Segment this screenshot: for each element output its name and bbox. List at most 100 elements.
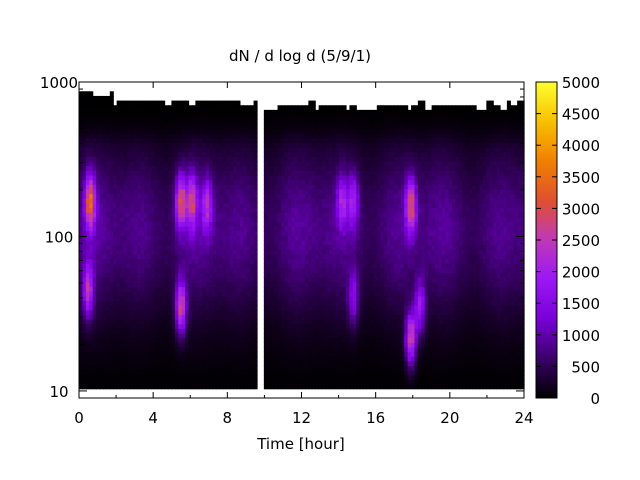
heatmap-cell xyxy=(79,253,84,260)
heatmap-cell xyxy=(267,319,272,325)
heatmap-cell xyxy=(315,114,320,120)
heatmap-cell xyxy=(280,202,285,209)
heatmap-cell xyxy=(144,356,149,362)
heatmap-cell xyxy=(154,109,159,116)
heatmap-cell xyxy=(243,277,248,283)
heatmap-cell xyxy=(157,188,162,195)
heatmap-cell xyxy=(150,365,155,371)
heatmap-cell xyxy=(79,244,84,250)
heatmap-cell xyxy=(236,100,241,106)
heatmap-cell xyxy=(250,346,255,353)
heatmap-cell xyxy=(342,300,347,306)
heatmap-cell xyxy=(137,133,142,139)
heatmap-cell xyxy=(96,109,101,116)
heatmap-cell xyxy=(85,342,90,348)
heatmap-cell xyxy=(106,360,111,367)
heatmap-cell xyxy=(137,309,142,315)
heatmap-cell xyxy=(222,105,227,111)
heatmap-cell xyxy=(311,165,316,171)
heatmap-cell xyxy=(226,184,231,190)
heatmap-cell xyxy=(219,346,224,353)
heatmap-cell xyxy=(79,207,84,213)
heatmap-cell xyxy=(277,277,282,283)
heatmap-cell xyxy=(229,267,234,274)
heatmap-cell xyxy=(99,156,104,162)
heatmap-cell xyxy=(349,258,354,264)
heatmap-cell xyxy=(318,170,323,176)
heatmap-cell xyxy=(123,360,128,367)
heatmap-cell xyxy=(109,328,114,334)
heatmap-cell xyxy=(301,309,306,315)
heatmap-cell xyxy=(126,332,131,339)
heatmap-cell xyxy=(246,332,251,339)
heatmap-cell xyxy=(243,249,248,255)
heatmap-cell xyxy=(209,286,214,292)
heatmap-cell xyxy=(250,198,255,204)
heatmap-cell xyxy=(356,351,361,357)
heatmap-cell xyxy=(79,100,84,106)
heatmap-cell xyxy=(157,212,162,218)
heatmap-cell xyxy=(133,365,138,371)
heatmap-cell xyxy=(137,305,142,311)
heatmap-cell xyxy=(126,244,131,250)
heatmap-cell xyxy=(335,267,340,274)
heatmap-cell xyxy=(205,105,210,111)
heatmap-cell xyxy=(92,193,97,199)
heatmap-cell xyxy=(178,147,183,153)
heatmap-cell xyxy=(274,286,279,292)
heatmap-cell xyxy=(79,337,84,343)
heatmap-cell xyxy=(298,384,303,390)
heatmap-cell xyxy=(202,356,207,362)
heatmap-cell xyxy=(205,346,210,353)
heatmap-cell xyxy=(280,212,285,218)
heatmap-cell xyxy=(106,193,111,199)
heatmap-cell xyxy=(99,114,104,120)
heatmap-cell xyxy=(277,295,282,302)
heatmap-cell xyxy=(294,295,299,302)
heatmap-cell xyxy=(322,351,327,357)
heatmap-cell xyxy=(287,216,292,223)
heatmap-cell xyxy=(301,267,306,274)
heatmap-cell xyxy=(92,332,97,339)
heatmap-cell xyxy=(185,258,190,264)
heatmap-cell xyxy=(236,346,241,353)
heatmap-cell xyxy=(120,291,125,297)
heatmap-cell xyxy=(349,174,354,181)
heatmap-cell xyxy=(99,142,104,148)
heatmap-cell xyxy=(123,263,128,269)
heatmap-cell xyxy=(270,128,275,134)
heatmap-cell xyxy=(267,300,272,306)
heatmap-cell xyxy=(195,253,200,260)
heatmap-cell xyxy=(233,230,238,236)
heatmap-cell xyxy=(120,198,125,204)
heatmap-cell xyxy=(188,272,193,278)
heatmap-cell xyxy=(318,305,323,311)
heatmap-cell xyxy=(287,337,292,343)
heatmap-cell xyxy=(359,342,364,348)
heatmap-cell xyxy=(99,342,104,348)
heatmap-cell xyxy=(144,370,149,376)
heatmap-cell xyxy=(287,249,292,255)
heatmap-cell xyxy=(222,212,227,218)
heatmap-cell xyxy=(168,295,173,302)
heatmap-cell xyxy=(79,323,84,329)
heatmap-cell xyxy=(181,230,186,236)
heatmap-cell xyxy=(185,384,190,390)
heatmap-cell xyxy=(359,309,364,315)
heatmap-cell xyxy=(263,258,268,264)
heatmap-cell xyxy=(318,202,323,209)
heatmap-cell xyxy=(332,360,337,367)
heatmap-cell xyxy=(164,314,169,320)
heatmap-cell xyxy=(215,332,220,339)
heatmap-cell xyxy=(229,379,234,385)
heatmap-cell xyxy=(335,114,340,120)
heatmap-cell xyxy=(346,351,351,357)
heatmap-cell xyxy=(342,179,347,185)
heatmap-cell xyxy=(147,170,152,176)
heatmap-cell xyxy=(335,216,340,223)
heatmap-cell xyxy=(215,384,220,390)
heatmap-cell xyxy=(147,161,152,167)
heatmap-cell xyxy=(147,356,152,362)
heatmap-cell xyxy=(219,100,224,106)
heatmap-cell xyxy=(130,370,135,376)
